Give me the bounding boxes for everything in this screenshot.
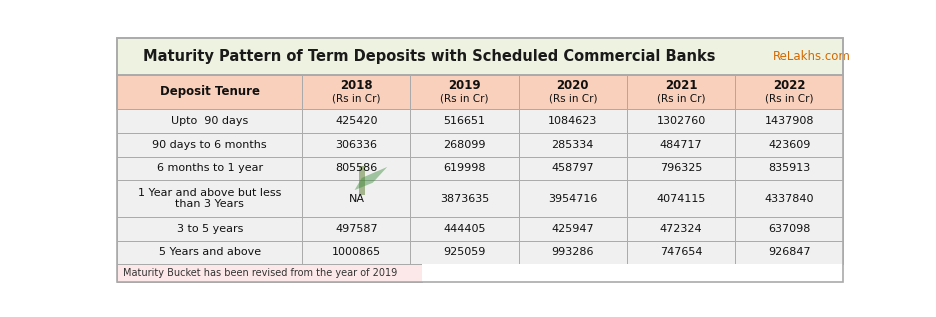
Bar — [410, 133, 519, 157]
Bar — [735, 74, 842, 109]
Bar — [410, 157, 519, 180]
Bar — [117, 264, 421, 282]
Bar — [410, 74, 519, 109]
Bar — [410, 241, 519, 264]
Text: 285334: 285334 — [551, 140, 593, 150]
Bar — [117, 241, 302, 264]
Text: 796325: 796325 — [659, 164, 701, 173]
Text: 2021: 2021 — [664, 79, 696, 92]
Bar — [519, 180, 626, 217]
Text: 3954716: 3954716 — [548, 194, 597, 204]
Text: 2019: 2019 — [447, 79, 480, 92]
Text: 516651: 516651 — [443, 116, 485, 126]
Text: 1000865: 1000865 — [331, 248, 381, 257]
Text: 425420: 425420 — [335, 116, 377, 126]
Text: 425947: 425947 — [551, 224, 593, 234]
Bar — [421, 264, 842, 282]
Polygon shape — [354, 167, 387, 190]
Text: 2022: 2022 — [772, 79, 805, 92]
Bar — [410, 109, 519, 133]
Text: 306336: 306336 — [335, 140, 377, 150]
Text: 1084623: 1084623 — [548, 116, 597, 126]
Text: Maturity Pattern of Term Deposits with Scheduled Commercial Banks: Maturity Pattern of Term Deposits with S… — [143, 49, 715, 64]
Text: 619998: 619998 — [443, 164, 486, 173]
Text: 458797: 458797 — [551, 164, 593, 173]
Bar — [117, 74, 302, 109]
Text: 472324: 472324 — [659, 224, 702, 234]
Text: Deposit Tenure: Deposit Tenure — [159, 85, 259, 98]
Text: 926847: 926847 — [768, 248, 810, 257]
Bar — [735, 109, 842, 133]
Text: 1437908: 1437908 — [764, 116, 813, 126]
Polygon shape — [358, 166, 364, 195]
Bar — [117, 180, 302, 217]
Text: 90 days to 6 months: 90 days to 6 months — [153, 140, 267, 150]
Text: 497587: 497587 — [335, 224, 377, 234]
Bar — [117, 74, 842, 109]
Text: (Rs in Cr): (Rs in Cr) — [440, 93, 489, 103]
Bar — [735, 217, 842, 241]
Bar — [626, 241, 735, 264]
Bar — [626, 109, 735, 133]
Bar — [302, 217, 410, 241]
Bar — [302, 241, 410, 264]
Bar — [519, 157, 626, 180]
Text: 925059: 925059 — [443, 248, 485, 257]
Text: 637098: 637098 — [768, 224, 810, 234]
Text: (Rs in Cr): (Rs in Cr) — [548, 93, 596, 103]
Bar — [410, 217, 519, 241]
Bar — [626, 157, 735, 180]
Text: 3 to 5 years: 3 to 5 years — [176, 224, 242, 234]
Bar — [302, 180, 410, 217]
Text: (Rs in Cr): (Rs in Cr) — [331, 93, 380, 103]
Text: Maturity Bucket has been revised from the year of 2019: Maturity Bucket has been revised from th… — [123, 268, 397, 278]
Text: ReLakhs.com: ReLakhs.com — [772, 50, 850, 63]
Bar — [626, 217, 735, 241]
Text: Upto  90 days: Upto 90 days — [171, 116, 248, 126]
Bar — [117, 133, 302, 157]
Text: 835913: 835913 — [768, 164, 810, 173]
Text: 1302760: 1302760 — [656, 116, 705, 126]
Text: 6 months to 1 year: 6 months to 1 year — [156, 164, 262, 173]
Bar — [735, 180, 842, 217]
Text: 423609: 423609 — [768, 140, 810, 150]
Text: 4337840: 4337840 — [764, 194, 813, 204]
Text: (Rs in Cr): (Rs in Cr) — [764, 93, 812, 103]
Text: 4074115: 4074115 — [655, 194, 705, 204]
Bar — [735, 241, 842, 264]
Bar — [626, 74, 735, 109]
Bar — [519, 74, 626, 109]
Text: 805586: 805586 — [335, 164, 377, 173]
Bar — [117, 109, 302, 133]
Bar — [410, 180, 519, 217]
Bar — [519, 241, 626, 264]
Text: 268099: 268099 — [443, 140, 486, 150]
Text: 2018: 2018 — [340, 79, 373, 92]
Bar — [302, 157, 410, 180]
Bar — [519, 217, 626, 241]
Text: 747654: 747654 — [659, 248, 701, 257]
Text: (Rs in Cr): (Rs in Cr) — [656, 93, 705, 103]
Bar — [626, 133, 735, 157]
Bar — [626, 180, 735, 217]
Bar — [117, 157, 302, 180]
Text: NA: NA — [348, 194, 364, 204]
Bar — [302, 133, 410, 157]
Bar — [117, 217, 302, 241]
Text: 484717: 484717 — [659, 140, 702, 150]
Bar — [519, 133, 626, 157]
Bar — [519, 109, 626, 133]
Bar — [302, 109, 410, 133]
Text: 5 Years and above: 5 Years and above — [158, 248, 260, 257]
Text: 444405: 444405 — [443, 224, 486, 234]
Text: 3873635: 3873635 — [440, 194, 489, 204]
Bar — [117, 38, 842, 74]
Text: 1 Year and above but less
than 3 Years: 1 Year and above but less than 3 Years — [138, 188, 281, 210]
Bar — [735, 133, 842, 157]
Text: 993286: 993286 — [551, 248, 593, 257]
Bar — [735, 157, 842, 180]
Text: 2020: 2020 — [556, 79, 589, 92]
Bar — [302, 74, 410, 109]
